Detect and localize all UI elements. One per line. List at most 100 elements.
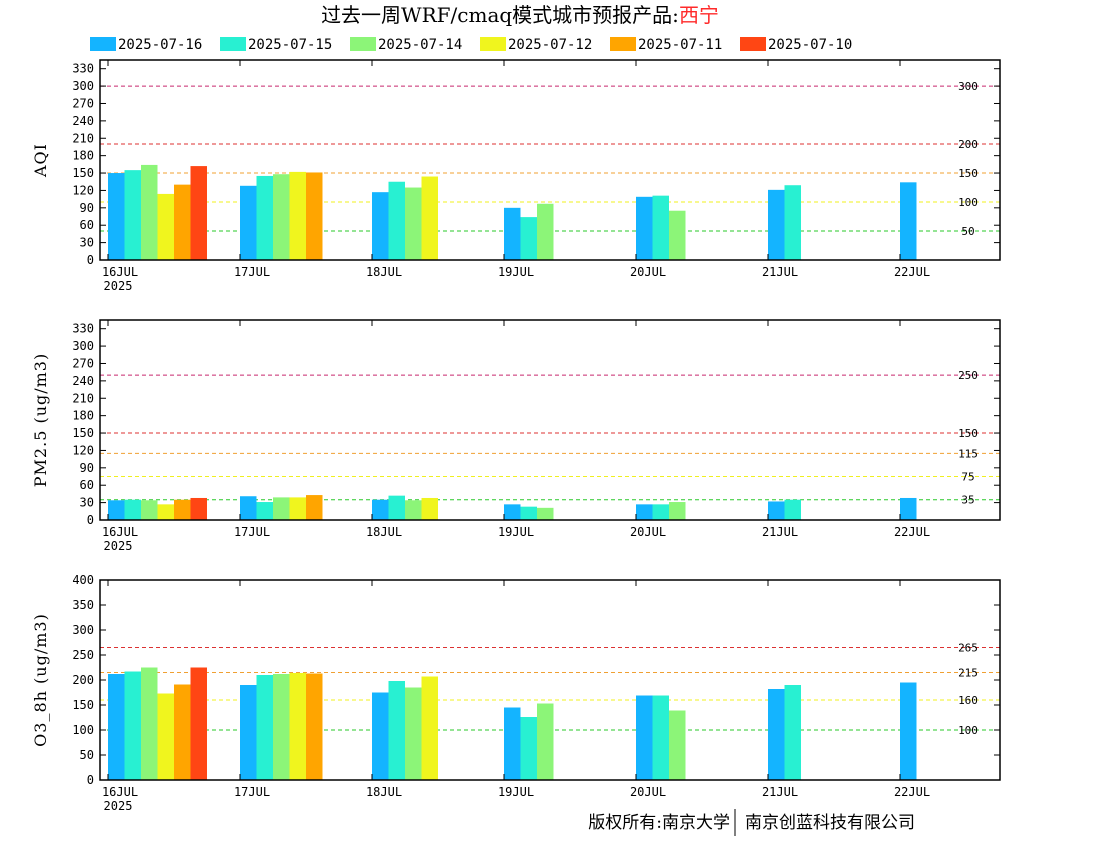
y-tick-label: 400 [72, 573, 94, 587]
threshold-label-35: 35 [961, 494, 974, 507]
y-tick-label: 90 [80, 461, 94, 475]
bar-2025-07-14-16JUL [141, 500, 158, 520]
bar-2025-07-12-18JUL [421, 676, 438, 780]
y-tick-label: 300 [72, 79, 94, 93]
x-year-label: 2025 [104, 539, 133, 553]
y-axis-label: PM2.5 (ug/m3) [31, 353, 50, 487]
bar-2025-07-12-17JUL [289, 497, 306, 520]
y-tick-label: 150 [72, 426, 94, 440]
bar-2025-07-16-16JUL [108, 173, 125, 260]
y-tick-label: 180 [72, 149, 94, 163]
bar-2025-07-16-17JUL [240, 496, 257, 520]
y-tick-label: 30 [80, 236, 94, 250]
copyright-right: 南京创蓝科技有限公司 [745, 813, 915, 833]
panel-1: 300 200 150 100 50 0 30 60 90 120 150 180 210 240 270 3… [31, 59, 1001, 293]
bar-2025-07-16-17JUL [240, 185, 257, 260]
threshold-label-100: 100 [958, 196, 978, 209]
y-tick-label: 200 [72, 673, 94, 687]
bar-2025-07-10-16JUL [190, 667, 207, 780]
legend-label-2025-07-10: 2025-07-10 [768, 37, 852, 53]
x-tick-label-17JUL: 17JUL [234, 525, 270, 539]
bar-2025-07-10-16JUL [190, 497, 207, 520]
x-tick-label-20JUL: 20JUL [630, 265, 666, 279]
bar-2025-07-16-18JUL [372, 192, 389, 260]
bar-2025-07-14-20JUL [669, 210, 686, 260]
bar-2025-07-14-20JUL [669, 710, 686, 780]
threshold-label-50: 50 [961, 225, 974, 238]
x-tick-label-19JUL: 19JUL [498, 525, 534, 539]
bar-2025-07-16-18JUL [372, 499, 389, 520]
y-tick-label: 120 [72, 443, 94, 457]
bar-2025-07-15-16JUL [124, 170, 141, 260]
threshold-label-75: 75 [961, 471, 974, 484]
bar-2025-07-16-19JUL [504, 207, 521, 260]
bar-2025-07-15-18JUL [388, 495, 405, 520]
y-tick-label: 330 [72, 322, 94, 336]
bar-2025-07-16-20JUL [636, 504, 653, 520]
bar-2025-07-15-17JUL [256, 502, 273, 520]
bar-2025-07-12-18JUL [421, 497, 438, 520]
y-tick-label: 0 [87, 253, 94, 267]
threshold-label-150: 150 [958, 427, 978, 440]
y-tick-label: 210 [72, 391, 94, 405]
bar-2025-07-11-16JUL [174, 499, 191, 520]
legend-swatch-2025-07-10 [740, 37, 766, 51]
y-tick-label: 60 [80, 478, 94, 492]
x-tick-label-22JUL: 22JUL [894, 525, 930, 539]
y-tick-label: 350 [72, 598, 94, 612]
y-tick-label: 150 [72, 698, 94, 712]
bar-2025-07-16-17JUL [240, 685, 257, 780]
bar-2025-07-16-18JUL [372, 692, 389, 780]
panel-3: 265 215 160 100 0 50 100 150 200 250 300 350 400 16JU… [31, 573, 1001, 813]
bar-2025-07-15-19JUL [520, 717, 537, 780]
y-tick-label: 50 [80, 748, 94, 762]
bar-2025-07-12-18JUL [421, 176, 438, 260]
bar-2025-07-11-17JUL [306, 172, 323, 260]
legend-label-2025-07-11: 2025-07-11 [638, 37, 722, 53]
bar-2025-07-14-17JUL [273, 497, 290, 520]
threshold-label-150: 150 [958, 167, 978, 180]
threshold-label-100: 100 [958, 724, 978, 737]
y-tick-label: 270 [72, 96, 94, 110]
legend-label-2025-07-15: 2025-07-15 [248, 37, 332, 53]
x-tick-label-22JUL: 22JUL [894, 785, 930, 799]
x-tick-label-16JUL: 16JUL [102, 785, 138, 799]
bar-2025-07-12-16JUL [157, 193, 174, 260]
x-tick-label-18JUL: 18JUL [366, 785, 402, 799]
bar-2025-07-16-22JUL [900, 682, 917, 780]
bar-2025-07-14-18JUL [405, 687, 422, 780]
bar-2025-07-16-21JUL [768, 501, 785, 520]
bar-2025-07-16-21JUL [768, 689, 785, 780]
legend-label-2025-07-14: 2025-07-14 [378, 37, 462, 53]
y-tick-label: 210 [72, 131, 94, 145]
bar-2025-07-16-21JUL [768, 189, 785, 260]
threshold-label-200: 200 [958, 138, 978, 151]
x-tick-label-22JUL: 22JUL [894, 265, 930, 279]
x-tick-label-18JUL: 18JUL [366, 265, 402, 279]
bar-2025-07-14-18JUL [405, 500, 422, 520]
legend-swatch-2025-07-15 [220, 37, 246, 51]
y-tick-label: 0 [87, 773, 94, 787]
bar-2025-07-15-19JUL [520, 506, 537, 520]
title-prefix: 过去一周WRF/cmaq模式城市预报产品: [321, 3, 679, 27]
x-tick-label-16JUL: 16JUL [102, 525, 138, 539]
chart-panels: 3002001501005003060901201501802102402703… [31, 59, 1001, 813]
bar-2025-07-10-16JUL [190, 166, 207, 260]
bar-2025-07-15-20JUL [652, 695, 669, 780]
bar-2025-07-11-16JUL [174, 184, 191, 260]
x-tick-label-17JUL: 17JUL [234, 785, 270, 799]
y-axis-label: O3_8h (ug/m3) [31, 613, 50, 747]
y-tick-label: 120 [72, 183, 94, 197]
y-tick-label: 90 [80, 201, 94, 215]
bar-2025-07-15-16JUL [124, 499, 141, 520]
y-tick-label: 150 [72, 166, 94, 180]
legend-swatch-2025-07-14 [350, 37, 376, 51]
bar-2025-07-16-16JUL [108, 500, 125, 520]
bar-2025-07-16-19JUL [504, 504, 521, 520]
x-year-label: 2025 [104, 279, 133, 293]
bar-2025-07-14-19JUL [537, 507, 554, 520]
threshold-label-265: 265 [958, 642, 978, 655]
x-tick-label-21JUL: 21JUL [762, 265, 798, 279]
bar-2025-07-15-17JUL [256, 175, 273, 260]
